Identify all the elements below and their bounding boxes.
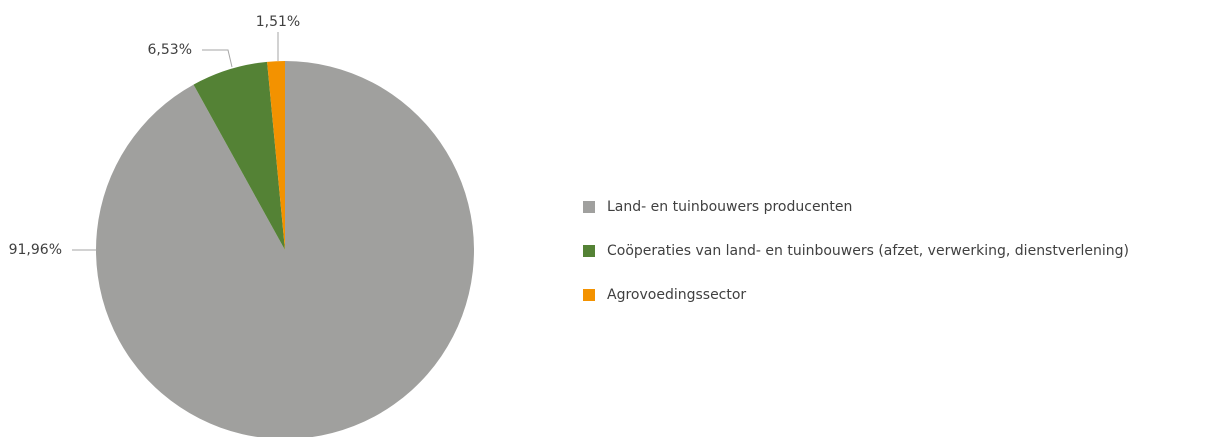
pie-slice xyxy=(193,61,285,250)
pie-slice xyxy=(96,61,474,437)
legend-label: Agrovoedingssector xyxy=(607,287,746,303)
legend-label: Land- en tuinbouwers producenten xyxy=(607,199,852,215)
data-label: 6,53% xyxy=(148,42,192,58)
pie-slice xyxy=(267,61,285,250)
legend-swatch xyxy=(583,289,595,301)
leader-line xyxy=(202,49,233,68)
legend-label: Coöperaties van land- en tuinbouwers (af… xyxy=(607,243,1129,259)
legend-swatch xyxy=(583,245,595,257)
data-label: 1,51% xyxy=(256,14,300,30)
data-label: 91,96% xyxy=(9,242,62,258)
legend-swatch xyxy=(583,201,595,213)
